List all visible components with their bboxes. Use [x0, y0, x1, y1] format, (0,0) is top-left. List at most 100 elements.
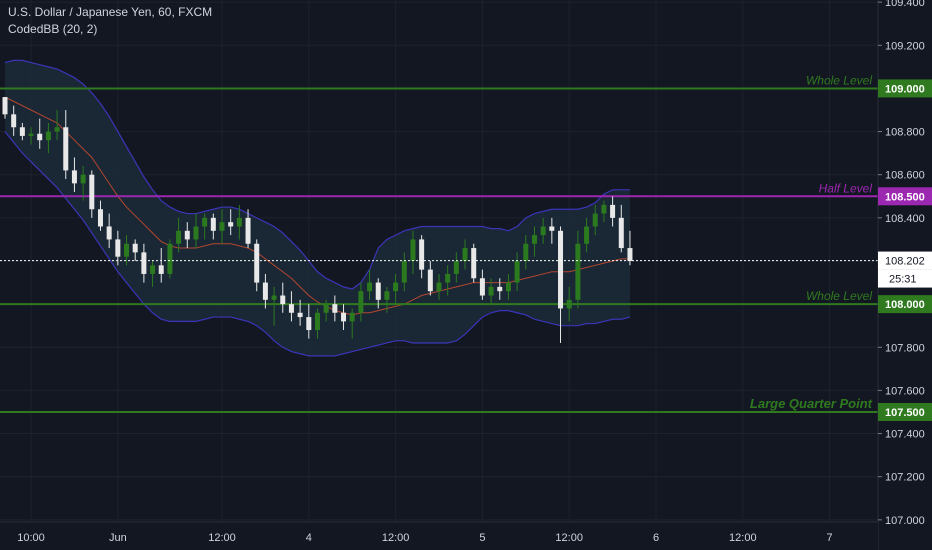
- candle-body: [436, 282, 442, 292]
- candle-body: [332, 304, 338, 313]
- price-tick-label: 109.400: [885, 0, 925, 9]
- level-label: Large Quarter Point: [750, 396, 873, 411]
- level-tag-label: 108.500: [885, 191, 925, 203]
- candle-body: [584, 226, 590, 244]
- price-tick-label: 108.400: [885, 213, 925, 225]
- candle-body: [288, 304, 294, 313]
- candle-body: [627, 248, 633, 261]
- price-tick-label: 107.400: [885, 429, 925, 441]
- level-label: Whole Level: [806, 289, 872, 303]
- candle-body: [80, 174, 86, 184]
- chart-legend: U.S. Dollar / Japanese Yen, 60, FXCM Cod…: [8, 4, 212, 38]
- candle-body: [523, 243, 529, 261]
- candle-body: [158, 265, 164, 274]
- candle-body: [323, 304, 329, 313]
- level-tag-bg: [878, 187, 932, 206]
- time-tick-label: Jun: [109, 532, 127, 544]
- candle-body: [488, 286, 494, 296]
- candle-body: [124, 243, 130, 257]
- time-axis-ticks: 10:00 Jun 12:00 4 12:00 5 12:00 6 12:00 7: [17, 532, 832, 544]
- candle-body: [210, 217, 216, 231]
- candle-body: [384, 291, 390, 300]
- time-tick-label: 5: [479, 532, 485, 544]
- candle-body: [471, 248, 477, 279]
- candle-body: [297, 312, 303, 318]
- current-price-label: 108.202: [885, 256, 925, 268]
- time-tick-label: 7: [827, 532, 833, 544]
- price-tick-label: 109.200: [885, 40, 925, 52]
- candle-body: [202, 217, 208, 227]
- level-label: Whole Level: [806, 73, 872, 87]
- time-tick-label: 12:00: [555, 532, 583, 544]
- level-tag-bg: [878, 295, 932, 314]
- candle-body: [341, 312, 347, 322]
- candle-body: [63, 127, 69, 171]
- band-upper-line: [4, 59, 630, 290]
- candle-body: [618, 217, 624, 249]
- candle-body: [106, 226, 112, 240]
- countdown-label: 25:31: [889, 274, 917, 286]
- candle-body: [592, 213, 598, 227]
- level-label: Half Level: [819, 181, 873, 195]
- candle-body: [132, 243, 138, 253]
- candle-body: [419, 239, 425, 270]
- candle-body: [479, 278, 485, 296]
- candle-body: [453, 261, 459, 274]
- time-tick-label: 10:00: [17, 532, 45, 544]
- candle-body: [549, 226, 555, 231]
- candle-body: [575, 243, 581, 300]
- time-tick-label: 12:00: [382, 532, 410, 544]
- candle-body: [445, 273, 451, 283]
- candle-body: [37, 133, 43, 141]
- candle-body: [410, 239, 416, 261]
- candle-body: [89, 174, 95, 210]
- time-tick-label: 12:00: [729, 532, 757, 544]
- candle-body: [236, 217, 242, 227]
- candle-body: [2, 97, 8, 115]
- time-axis-panel[interactable]: [0, 522, 878, 550]
- candle-body: [228, 222, 234, 227]
- band-lower-line: [4, 131, 631, 357]
- candle-body: [28, 133, 34, 136]
- candle-body: [115, 239, 121, 257]
- level-tag-label: 108.000: [885, 299, 925, 311]
- candle-body: [306, 317, 312, 331]
- indicator-title[interactable]: CodedBB (20, 2): [8, 22, 98, 36]
- candle-body: [514, 261, 520, 283]
- symbol-title[interactable]: U.S. Dollar / Japanese Yen, 60, FXCM: [8, 5, 213, 19]
- candle-body: [558, 230, 564, 309]
- candle-body: [314, 312, 320, 331]
- price-tick-label: 108.600: [885, 170, 925, 182]
- candle-body: [280, 295, 286, 305]
- candle-body: [150, 265, 156, 274]
- band-basis-line: [4, 96, 630, 316]
- candle-body: [531, 235, 537, 244]
- time-tick-label: 4: [306, 532, 312, 544]
- candle-body: [462, 248, 468, 261]
- level-lines: Whole Level Half Level Whole Level Large Qu…: [0, 73, 878, 413]
- candle-body: [254, 243, 260, 283]
- candle-body: [193, 226, 199, 240]
- candle-body: [245, 217, 251, 244]
- candle-body: [566, 299, 572, 309]
- current-price-tag-bg: [878, 251, 932, 270]
- candle-body: [219, 222, 225, 231]
- candle-body: [262, 282, 268, 300]
- level-tag-bg: [878, 402, 932, 421]
- candle-body: [375, 282, 381, 300]
- candle-body: [271, 295, 277, 300]
- candle-body: [540, 226, 546, 236]
- candle-body: [71, 170, 77, 184]
- level-price-tags: 109.000 108.500 108.000 107.500: [878, 79, 932, 421]
- level-tag-label: 107.500: [885, 407, 925, 419]
- candle-body: [349, 312, 355, 322]
- level-tag-label: 109.000: [885, 83, 925, 95]
- candle-body: [97, 209, 103, 227]
- candle-body: [167, 243, 173, 274]
- candle-body: [505, 282, 511, 292]
- candle-body: [401, 261, 407, 283]
- price-tick-label: 107.200: [885, 472, 925, 484]
- candle-body: [393, 282, 399, 292]
- time-tick-label: 12:00: [208, 532, 236, 544]
